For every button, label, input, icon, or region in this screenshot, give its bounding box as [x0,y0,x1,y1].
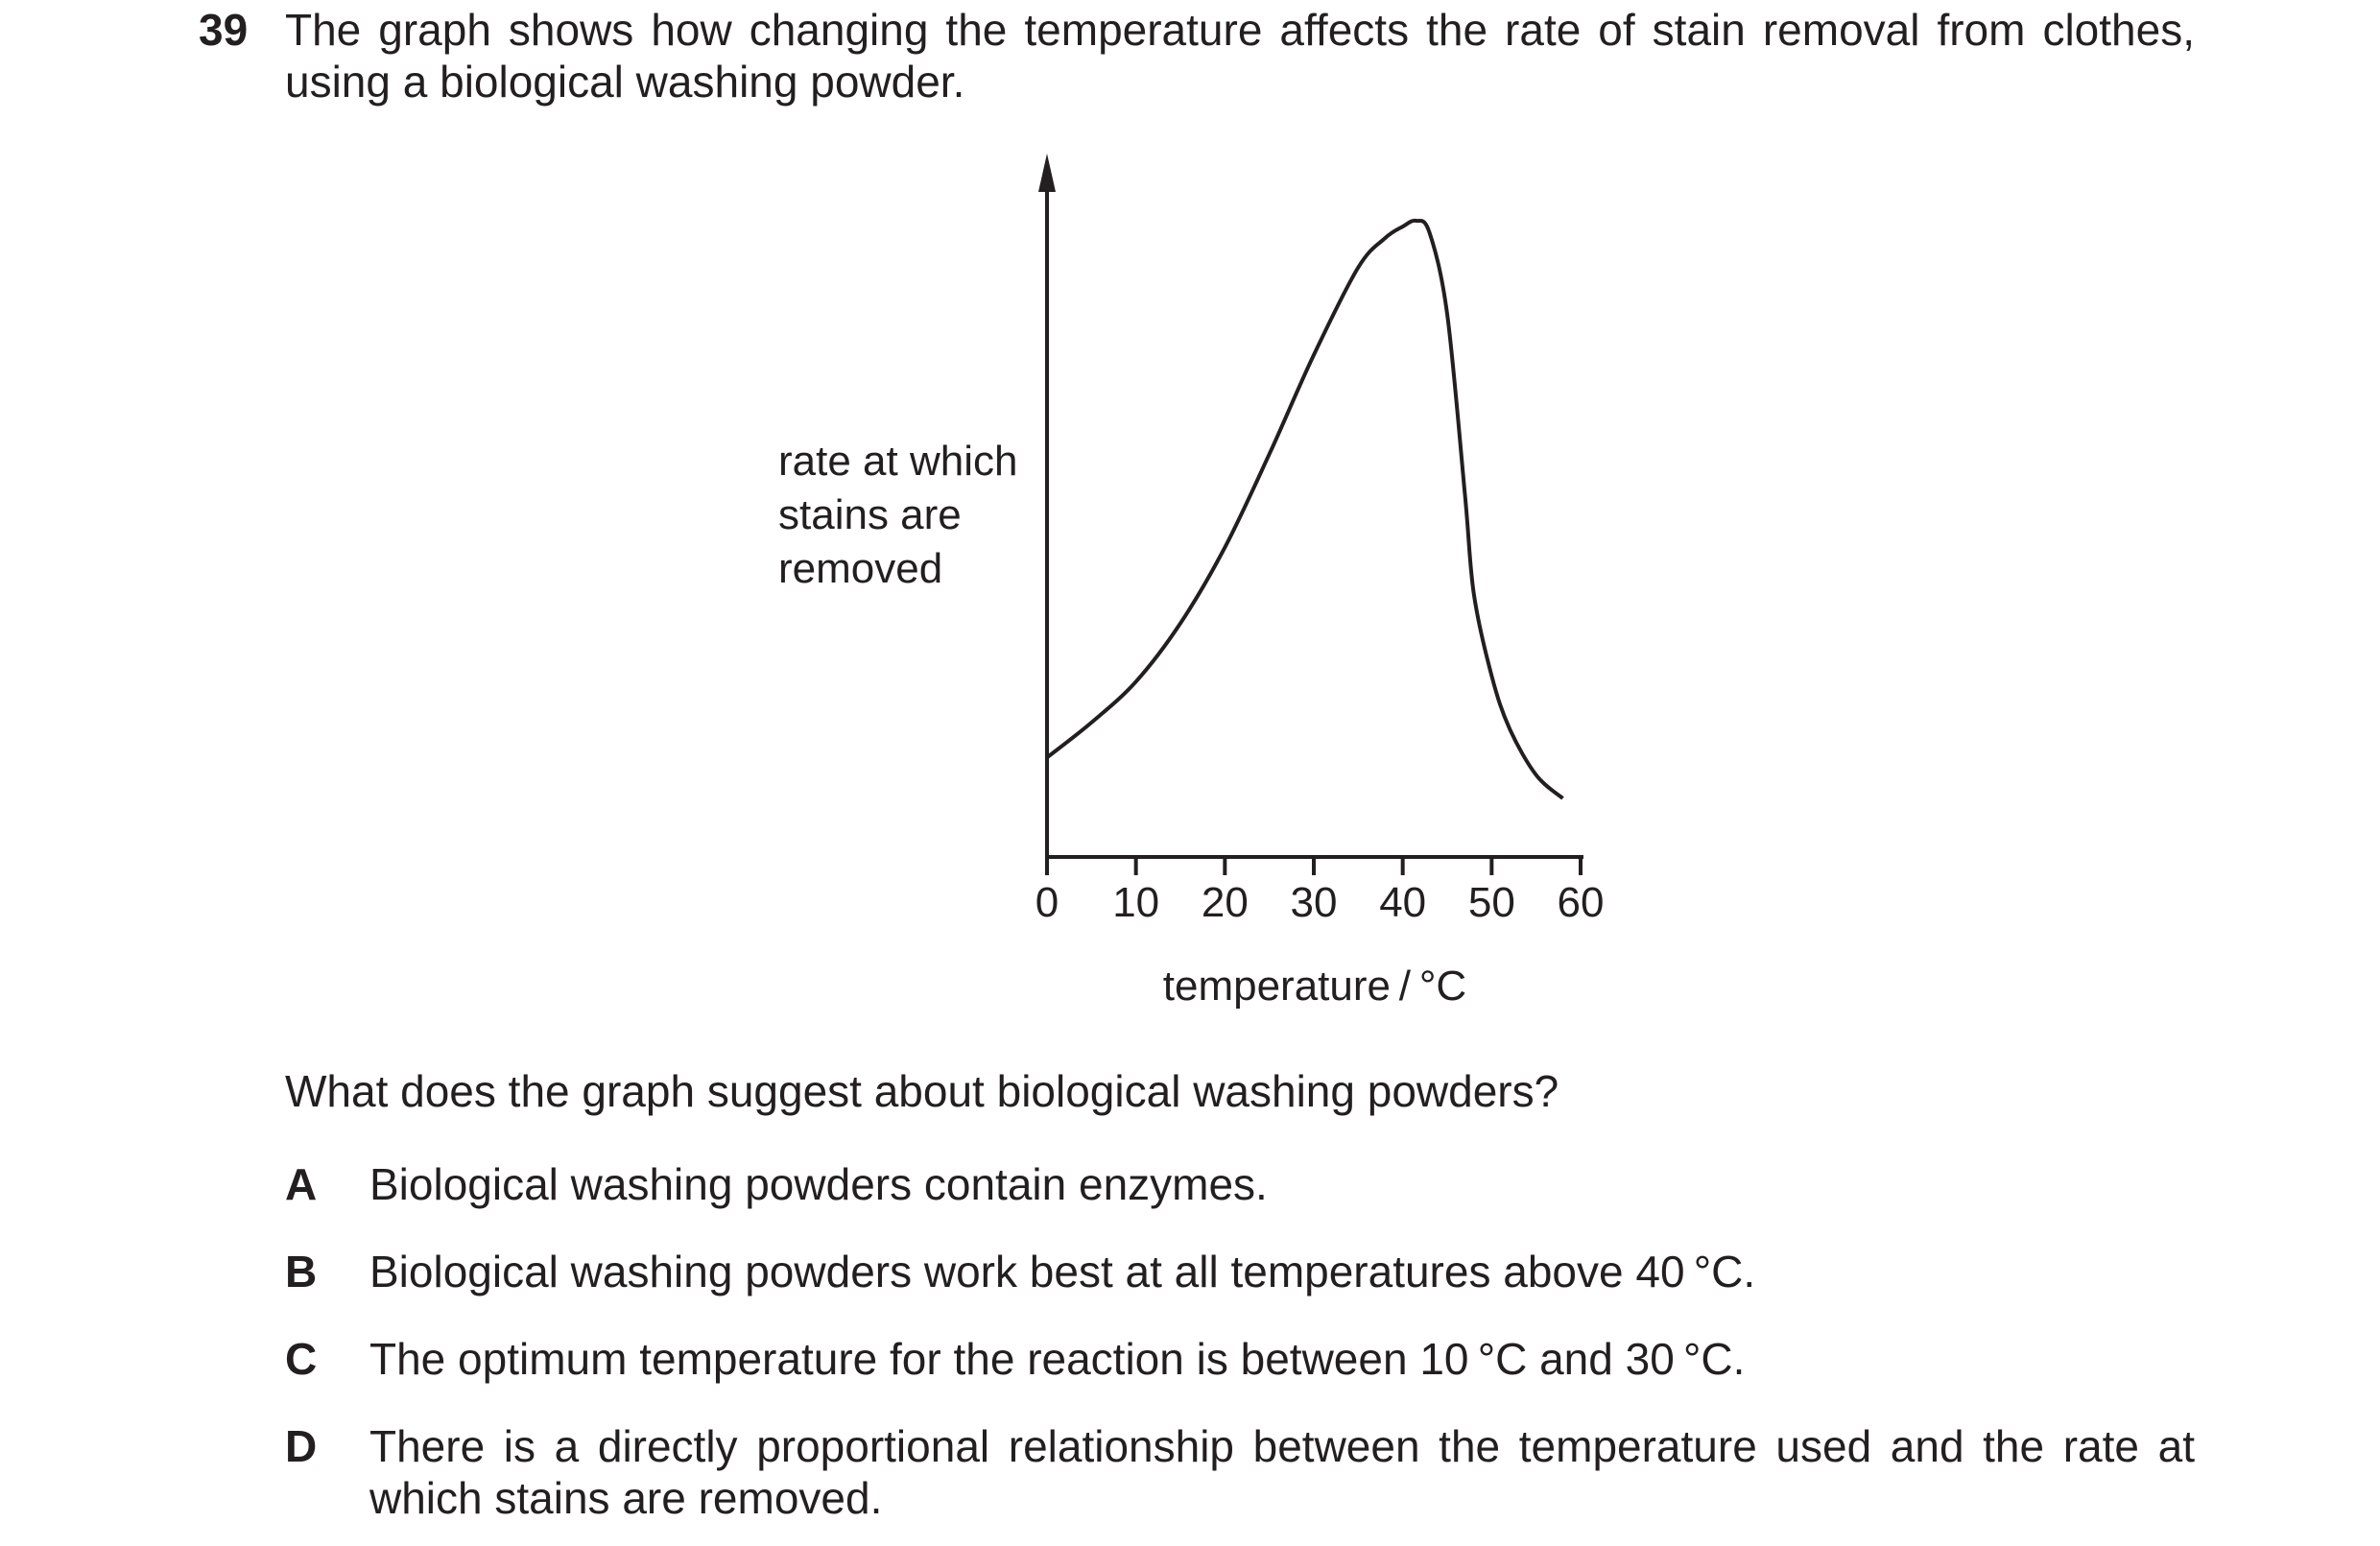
option-c-letter: C [285,1334,318,1384]
y-axis-label-line-3: removed [778,545,942,592]
option-a-text: Biological washing powders contain enzym… [369,1159,1268,1209]
question-stem: The graph shows how changing the tempera… [285,5,2195,107]
rate-curve [1045,218,1564,800]
x-tick-label-60: 60 [1558,879,1605,926]
x-tick-label-0: 0 [1035,879,1059,926]
y-axis-label-line-2: stains are [778,491,962,538]
option-d-text: There is a directly proportional relatio… [369,1421,2195,1523]
x-axis-ticks [1045,857,1583,875]
x-tick-label-40: 40 [1379,879,1426,926]
x-tick-label-30: 30 [1291,879,1338,926]
x-tick-label-50: 50 [1468,879,1515,926]
x-tick-label-20: 20 [1202,879,1249,926]
option-b-letter: B [285,1247,318,1296]
x-axis-label: temperature / °C [1163,963,1466,1010]
option-c-text: The optimum temperature for the reaction… [369,1334,1746,1384]
x-tick-label-10: 10 [1112,879,1159,926]
y-axis-label-line-1: rate at which [778,438,1017,485]
option-b-text: Biological washing powders work best at … [369,1247,1756,1296]
x-axis-tick-labels: 0 10 20 30 40 50 60 [1035,879,1605,926]
y-axis-arrowhead [1038,154,1056,192]
question-prompt: What does the graph suggest about biolog… [285,1066,1559,1116]
question-number: 39 [199,5,249,55]
option-d-letter: D [285,1421,318,1471]
option-a-letter: A [285,1159,318,1209]
